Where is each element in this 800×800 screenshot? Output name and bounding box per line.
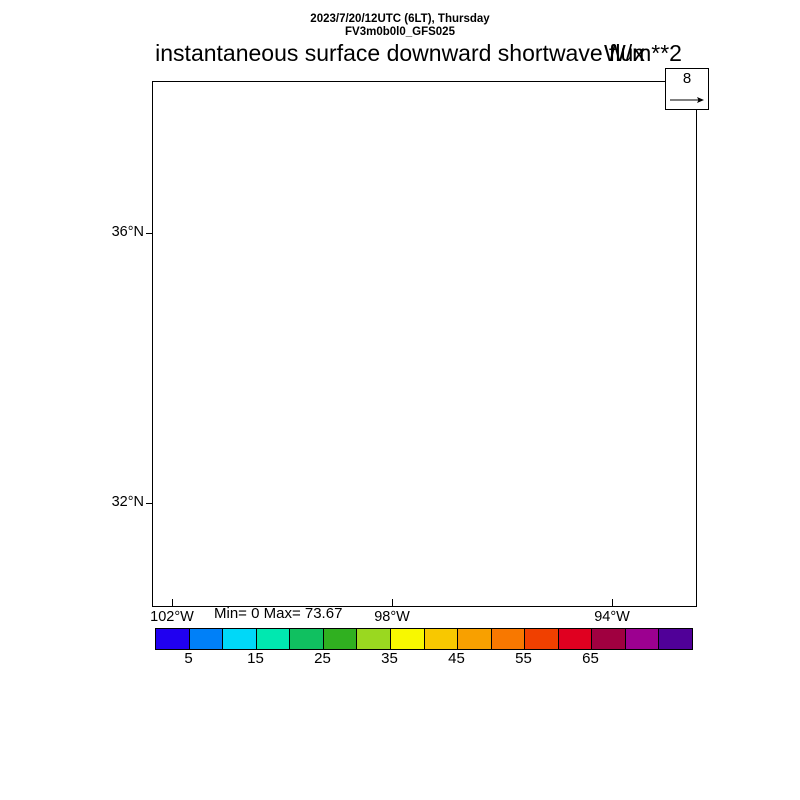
colorbar-swatch [290,629,324,649]
header-model-name: FV3m0b0l0_GFS025 [345,26,455,38]
colorbar-swatch [189,629,224,649]
shortwave-flux-field [153,82,696,606]
lon-tick-mark [172,599,173,606]
min-max-annotation: Min= 0 Max= 73.67 [214,605,343,622]
colorbar-tick-label: 35 [381,650,398,667]
lon-tick-mark [392,599,393,606]
colorbar-tick-label: 65 [582,650,599,667]
right-arrow-icon [670,97,704,103]
header-datetime: 2023/7/20/12UTC (6LT), Thursday [310,13,490,25]
colorbar-swatch [625,629,660,649]
lat-tick-mark [146,233,153,234]
colorbar-swatch [357,629,391,649]
colorbar-tick-label: 5 [184,650,193,667]
lon-tick-label-102w: 102°W [150,609,194,625]
colorbar-tick-labels: 5 15 25 35 45 55 65 [155,650,691,670]
units-label: W/m**2 [604,40,682,66]
colorbar-swatch [491,629,526,649]
page-title: instantaneous surface downward shortwave… [155,40,645,66]
colorbar-tick-label: 55 [515,650,532,667]
colorbar-swatch [223,629,257,649]
colorbar-swatch [659,629,692,649]
colorbar-tick-label: 45 [448,650,465,667]
lon-tick-label-98w: 98°W [374,609,410,625]
lat-tick-mark [146,503,153,504]
lat-tick-label-36n: 36°N [111,224,144,240]
lon-tick-label-94w: 94°W [594,609,630,625]
colorbar-swatch [390,629,425,649]
colorbar-swatch [558,629,593,649]
colorbar-tick-label: 15 [247,650,264,667]
lat-tick-label-32n: 32°N [111,494,144,510]
vector-reference-key: 8 [665,68,709,110]
colorbar [155,628,693,650]
colorbar-swatch [592,629,626,649]
vector-key-magnitude: 8 [682,70,692,87]
colorbar-swatch [256,629,291,649]
colorbar-swatch [156,629,190,649]
lon-tick-mark [612,599,613,606]
map-plot-area[interactable] [152,81,697,607]
colorbar-tick-label: 25 [314,650,331,667]
colorbar-swatch [424,629,459,649]
colorbar-swatch [525,629,559,649]
colorbar-swatch [323,629,358,649]
colorbar-swatch [458,629,492,649]
